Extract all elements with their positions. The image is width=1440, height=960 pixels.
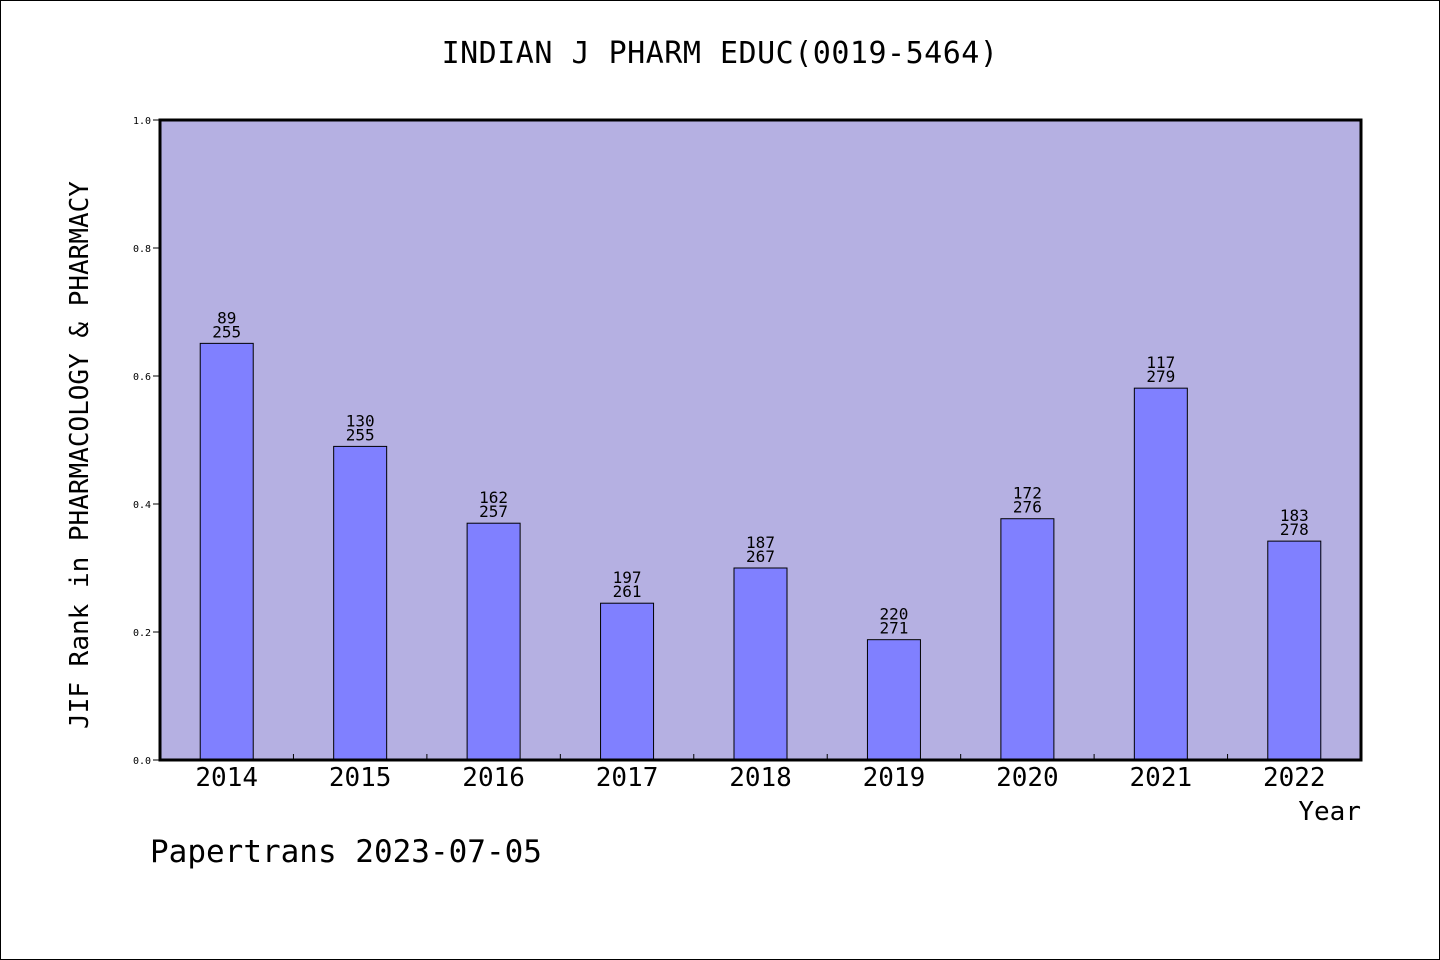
- x-tick-label: 2017: [596, 763, 659, 793]
- bar-rank-label: 187: [746, 533, 775, 552]
- x-tick-label: 2014: [195, 763, 258, 793]
- bar-2014: [199, 342, 254, 761]
- bar-total-label: 257: [479, 502, 508, 521]
- y-tick-label: 0.4: [133, 500, 151, 511]
- bar-total-label: 271: [879, 619, 908, 638]
- bars-group: 8925513025516225719726118726722027117227…: [199, 308, 1322, 761]
- x-tick-label: 2018: [729, 763, 792, 793]
- bar-2015: [333, 445, 388, 761]
- bar-rank-label: 89: [217, 308, 236, 327]
- bar-total-label: 255: [212, 322, 241, 341]
- bar-total-label: 279: [1146, 367, 1175, 386]
- bar-2021: [1133, 387, 1188, 761]
- x-axis: 2014 2015 2016 2017 2018 2019 2020 2021 2022: [195, 754, 1326, 793]
- x-tick-label: 2015: [329, 763, 392, 793]
- plot-border: [158, 118, 1363, 762]
- bar-rank-label: 197: [613, 568, 642, 587]
- bar-rank-label: 183: [1280, 506, 1309, 525]
- x-tick-label: 2022: [1263, 763, 1326, 793]
- bar-rank-label: 130: [346, 411, 375, 430]
- x-tick-label: 2020: [996, 763, 1059, 793]
- bar-2018: [733, 567, 788, 761]
- y-tick-label: 0.0: [133, 756, 151, 767]
- bar-total-label: 267: [746, 547, 775, 566]
- chart-title: INDIAN J PHARM EDUC(0019-5464): [441, 36, 999, 71]
- y-axis-label: JIF Rank in PHARMACOLOGY & PHARMACY: [65, 181, 95, 729]
- y-tick-label: 1.0: [133, 116, 151, 127]
- bar-total-label: 278: [1280, 520, 1309, 539]
- bar-total-label: 261: [613, 582, 642, 601]
- bar-2020: [1000, 518, 1055, 761]
- bar-total-label: 276: [1013, 498, 1042, 517]
- footer-credit: Papertrans 2023-07-05: [150, 834, 542, 870]
- bar-rank-label: 162: [479, 488, 508, 507]
- bar-2019: [866, 639, 921, 761]
- x-tick-label: 2021: [1130, 763, 1193, 793]
- x-tick-label: 2016: [462, 763, 525, 793]
- bar-rank-label: 117: [1146, 353, 1175, 372]
- x-axis-label: Year: [1298, 797, 1361, 827]
- y-tick-label: 0.2: [133, 628, 151, 639]
- bar-rank-label: 220: [879, 605, 908, 624]
- bar-2022: [1267, 540, 1322, 761]
- y-axis: 0.0 0.2 0.4 0.6 0.8 1.0: [133, 116, 160, 767]
- y-tick-label: 0.6: [133, 372, 151, 383]
- x-tick-label: 2019: [863, 763, 926, 793]
- bar-2017: [600, 602, 655, 761]
- bar-total-label: 255: [346, 425, 375, 444]
- bar-2016: [466, 522, 521, 761]
- y-tick-label: 0.8: [133, 244, 151, 255]
- bar-rank-label: 172: [1013, 484, 1042, 503]
